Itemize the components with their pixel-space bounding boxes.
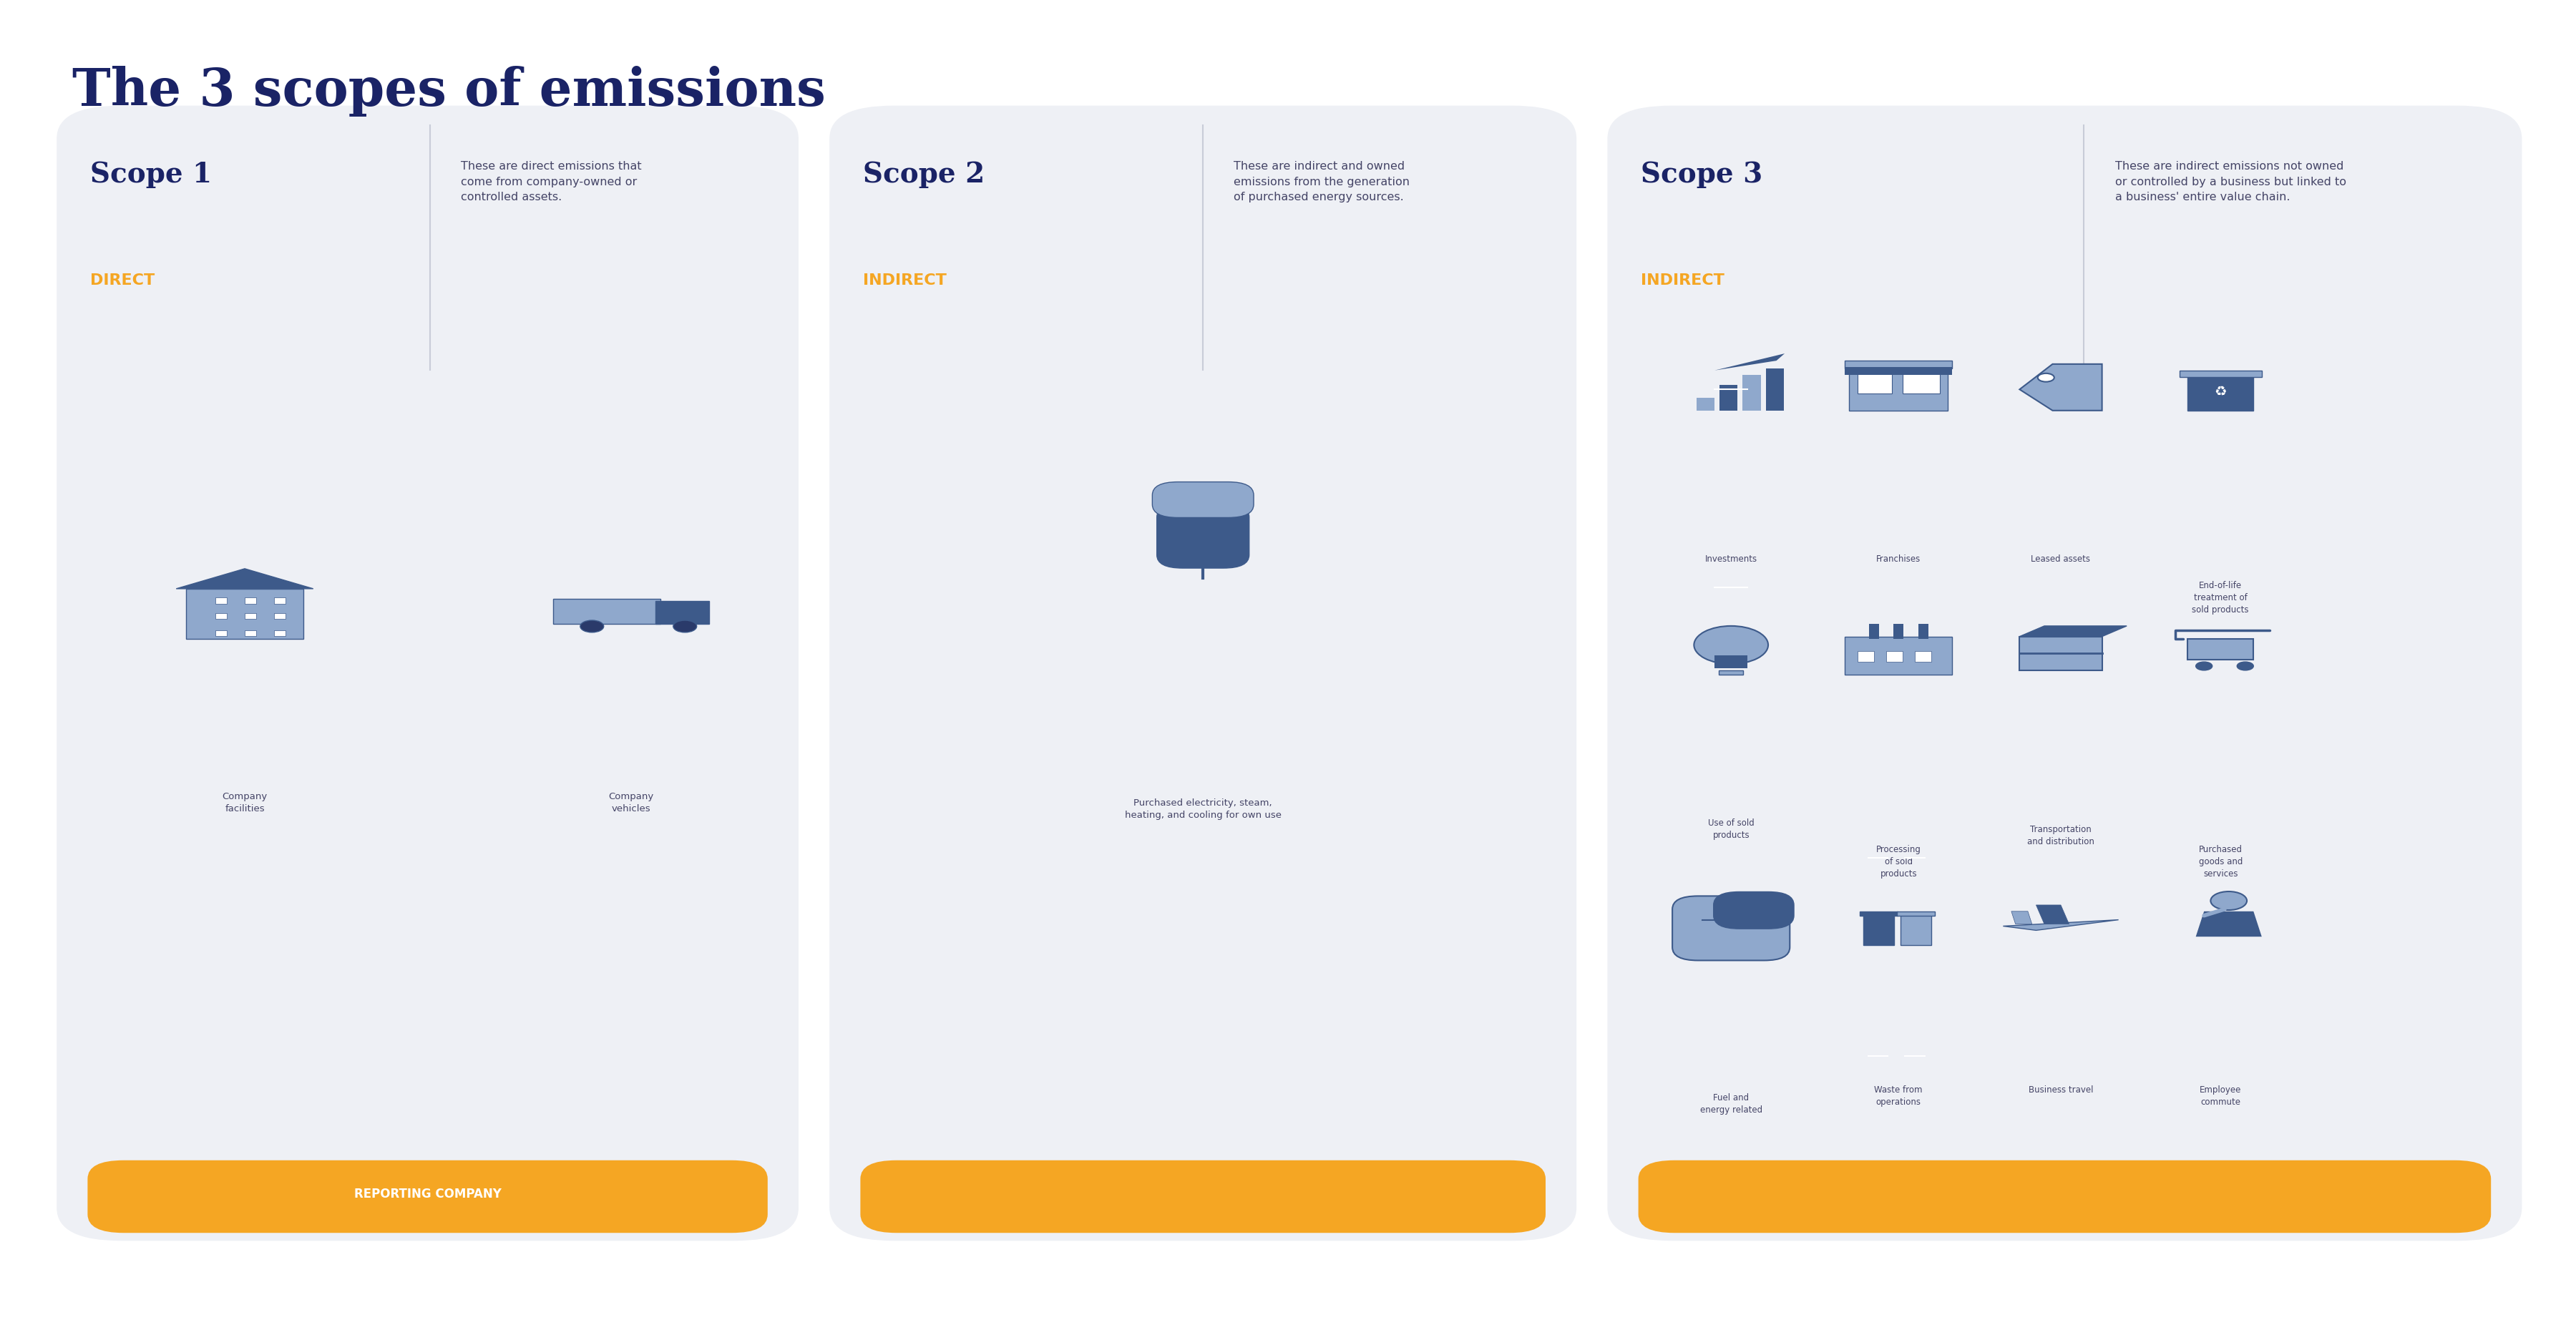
Circle shape xyxy=(2038,374,2053,381)
Text: Franchises: Franchises xyxy=(1875,554,1922,564)
FancyBboxPatch shape xyxy=(88,1160,768,1233)
Circle shape xyxy=(2195,661,2213,671)
Polygon shape xyxy=(2020,364,2102,411)
Text: ♻: ♻ xyxy=(2215,384,2226,399)
Bar xyxy=(1844,360,1953,368)
Bar xyxy=(1919,624,1929,639)
FancyBboxPatch shape xyxy=(2187,375,2254,411)
Bar xyxy=(1765,368,1783,411)
Bar xyxy=(1857,651,1873,661)
Bar xyxy=(273,598,286,603)
Text: Business travel: Business travel xyxy=(2027,1085,2094,1094)
Text: Scope 2: Scope 2 xyxy=(863,161,984,189)
Bar xyxy=(1747,896,1759,907)
FancyBboxPatch shape xyxy=(1901,913,1932,945)
Bar xyxy=(1721,385,1739,411)
Bar xyxy=(1850,372,1947,411)
Bar xyxy=(1698,397,1716,411)
Text: INDIRECT: INDIRECT xyxy=(863,273,945,288)
FancyBboxPatch shape xyxy=(1672,896,1790,961)
Bar xyxy=(245,631,258,636)
Circle shape xyxy=(2236,661,2254,671)
Polygon shape xyxy=(2035,906,2069,924)
Text: Investments: Investments xyxy=(1705,554,1757,564)
Text: Employee
commute: Employee commute xyxy=(2200,1085,2241,1106)
Polygon shape xyxy=(2195,911,2262,937)
FancyBboxPatch shape xyxy=(1151,482,1255,517)
Bar xyxy=(216,612,227,619)
Text: End-of-life
treatment of
sold products: End-of-life treatment of sold products xyxy=(2192,581,2249,614)
Bar xyxy=(1904,374,1940,393)
Bar xyxy=(245,598,258,603)
Polygon shape xyxy=(2020,626,2128,636)
Text: Company
vehicles: Company vehicles xyxy=(608,792,654,813)
Bar xyxy=(554,599,659,624)
Text: Leased assets: Leased assets xyxy=(2030,554,2092,564)
Bar xyxy=(216,598,227,603)
Bar xyxy=(1741,375,1762,411)
Text: Purchased
goods and
services: Purchased goods and services xyxy=(2197,845,2244,878)
Bar xyxy=(1716,656,1747,668)
FancyBboxPatch shape xyxy=(185,589,304,639)
FancyBboxPatch shape xyxy=(654,602,708,624)
Bar xyxy=(1208,502,1218,519)
Text: Scope 3: Scope 3 xyxy=(1641,161,1762,189)
FancyBboxPatch shape xyxy=(1638,1160,2491,1233)
Bar xyxy=(1868,624,1878,639)
FancyBboxPatch shape xyxy=(2020,636,2102,671)
Bar xyxy=(1896,911,1935,916)
Polygon shape xyxy=(2012,911,2032,924)
FancyBboxPatch shape xyxy=(2187,639,2254,660)
FancyBboxPatch shape xyxy=(860,1160,1546,1233)
Bar xyxy=(1844,636,1953,675)
Circle shape xyxy=(580,620,603,632)
FancyBboxPatch shape xyxy=(1157,504,1249,568)
Circle shape xyxy=(1695,626,1767,664)
Bar xyxy=(273,631,286,636)
Text: The 3 scopes of emissions: The 3 scopes of emissions xyxy=(72,66,824,116)
Text: Company
facilities: Company facilities xyxy=(222,792,268,813)
Text: Use of sold
products: Use of sold products xyxy=(1708,818,1754,840)
Text: Scope 1: Scope 1 xyxy=(90,161,211,189)
Circle shape xyxy=(672,620,696,632)
Text: These are direct emissions that
come from company-owned or
controlled assets.: These are direct emissions that come fro… xyxy=(461,161,641,203)
Text: Waste from
operations: Waste from operations xyxy=(1875,1085,1922,1106)
Bar xyxy=(1886,651,1904,661)
Bar xyxy=(1844,367,1953,375)
FancyBboxPatch shape xyxy=(57,106,799,1241)
Text: Purchased electricity, steam,
heating, and cooling for own use: Purchased electricity, steam, heating, a… xyxy=(1126,799,1280,820)
Text: Fuel and
energy related: Fuel and energy related xyxy=(1700,1093,1762,1114)
Bar xyxy=(2179,371,2262,376)
Bar xyxy=(216,631,227,636)
Bar xyxy=(1718,671,1744,675)
Bar xyxy=(245,612,258,619)
FancyBboxPatch shape xyxy=(1862,913,1893,945)
Bar xyxy=(1893,624,1904,639)
Circle shape xyxy=(2210,891,2246,909)
Text: Processing
of sold
products: Processing of sold products xyxy=(1875,845,1922,878)
Bar xyxy=(1188,502,1198,519)
Polygon shape xyxy=(2004,920,2117,931)
Bar xyxy=(1914,651,1932,661)
FancyBboxPatch shape xyxy=(829,106,1577,1241)
FancyBboxPatch shape xyxy=(1607,106,2522,1241)
Bar xyxy=(273,612,286,619)
Polygon shape xyxy=(1716,354,1785,371)
Text: Transportation
and distribution: Transportation and distribution xyxy=(2027,825,2094,846)
Bar xyxy=(1857,374,1891,393)
Text: REPORTING COMPANY: REPORTING COMPANY xyxy=(353,1188,502,1200)
FancyBboxPatch shape xyxy=(1713,892,1793,929)
Text: These are indirect and owned
emissions from the generation
of purchased energy s: These are indirect and owned emissions f… xyxy=(1234,161,1409,203)
Bar xyxy=(1860,911,1899,916)
Text: These are indirect emissions not owned
or controlled by a business but linked to: These are indirect emissions not owned o… xyxy=(2115,161,2347,203)
Text: INDIRECT: INDIRECT xyxy=(1641,273,1723,288)
Text: DIRECT: DIRECT xyxy=(90,273,155,288)
Polygon shape xyxy=(175,569,314,589)
